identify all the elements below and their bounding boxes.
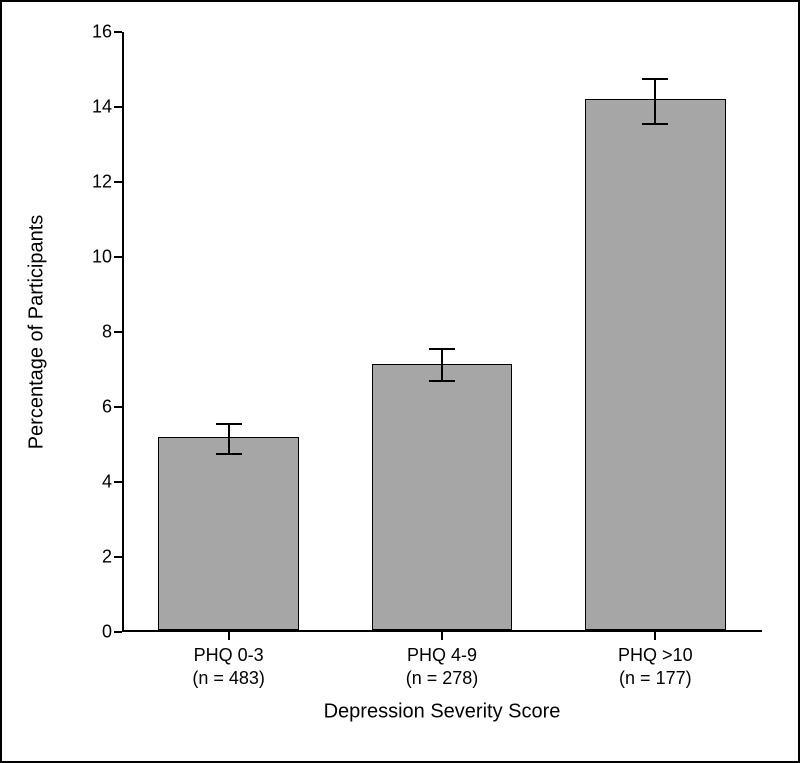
bar (585, 99, 726, 630)
y-tick (114, 481, 122, 483)
y-axis-label: Percentage of Participants (26, 215, 49, 450)
y-tick-label: 10 (72, 247, 112, 268)
plot-area: 0246810121416PHQ 0-3(n = 483)PHQ 4-9(n =… (122, 32, 762, 632)
y-tick-label: 16 (72, 22, 112, 43)
error-bar-cap (429, 380, 455, 382)
error-bar (654, 79, 656, 124)
error-bar-cap (429, 348, 455, 350)
y-tick-label: 12 (72, 172, 112, 193)
y-tick (114, 631, 122, 633)
x-tick-label-line2: (n = 177) (618, 667, 693, 690)
y-tick (114, 106, 122, 108)
x-tick-label: PHQ >10(n = 177) (618, 644, 693, 691)
y-tick (114, 556, 122, 558)
y-tick-label: 6 (72, 397, 112, 418)
y-tick-label: 0 (72, 622, 112, 643)
error-bar-cap (216, 453, 242, 455)
y-tick-label: 4 (72, 472, 112, 493)
x-tick-label: PHQ 4-9(n = 278) (406, 644, 479, 691)
error-bar (441, 349, 443, 381)
x-tick-label-line2: (n = 483) (192, 667, 265, 690)
x-axis-label: Depression Severity Score (324, 701, 561, 724)
error-bar (228, 424, 230, 454)
x-tick (441, 632, 443, 640)
y-tick (114, 31, 122, 33)
x-tick-label: PHQ 0-3(n = 483) (192, 644, 265, 691)
y-tick (114, 181, 122, 183)
x-tick-label-line1: PHQ 4-9 (406, 644, 479, 667)
y-tick-label: 14 (72, 97, 112, 118)
bar (158, 437, 299, 630)
x-tick-label-line1: PHQ >10 (618, 644, 693, 667)
chart-frame: Percentage of Participants Depression Se… (0, 0, 800, 763)
y-tick-label: 8 (72, 322, 112, 343)
x-tick-label-line1: PHQ 0-3 (192, 644, 265, 667)
x-tick-label-line2: (n = 278) (406, 667, 479, 690)
error-bar-cap (216, 423, 242, 425)
x-tick (654, 632, 656, 640)
y-tick (114, 331, 122, 333)
y-tick (114, 256, 122, 258)
bar (372, 364, 513, 630)
y-tick (114, 406, 122, 408)
error-bar-cap (642, 78, 668, 80)
y-axis (122, 32, 124, 632)
x-tick (228, 632, 230, 640)
error-bar-cap (642, 123, 668, 125)
y-tick-label: 2 (72, 547, 112, 568)
